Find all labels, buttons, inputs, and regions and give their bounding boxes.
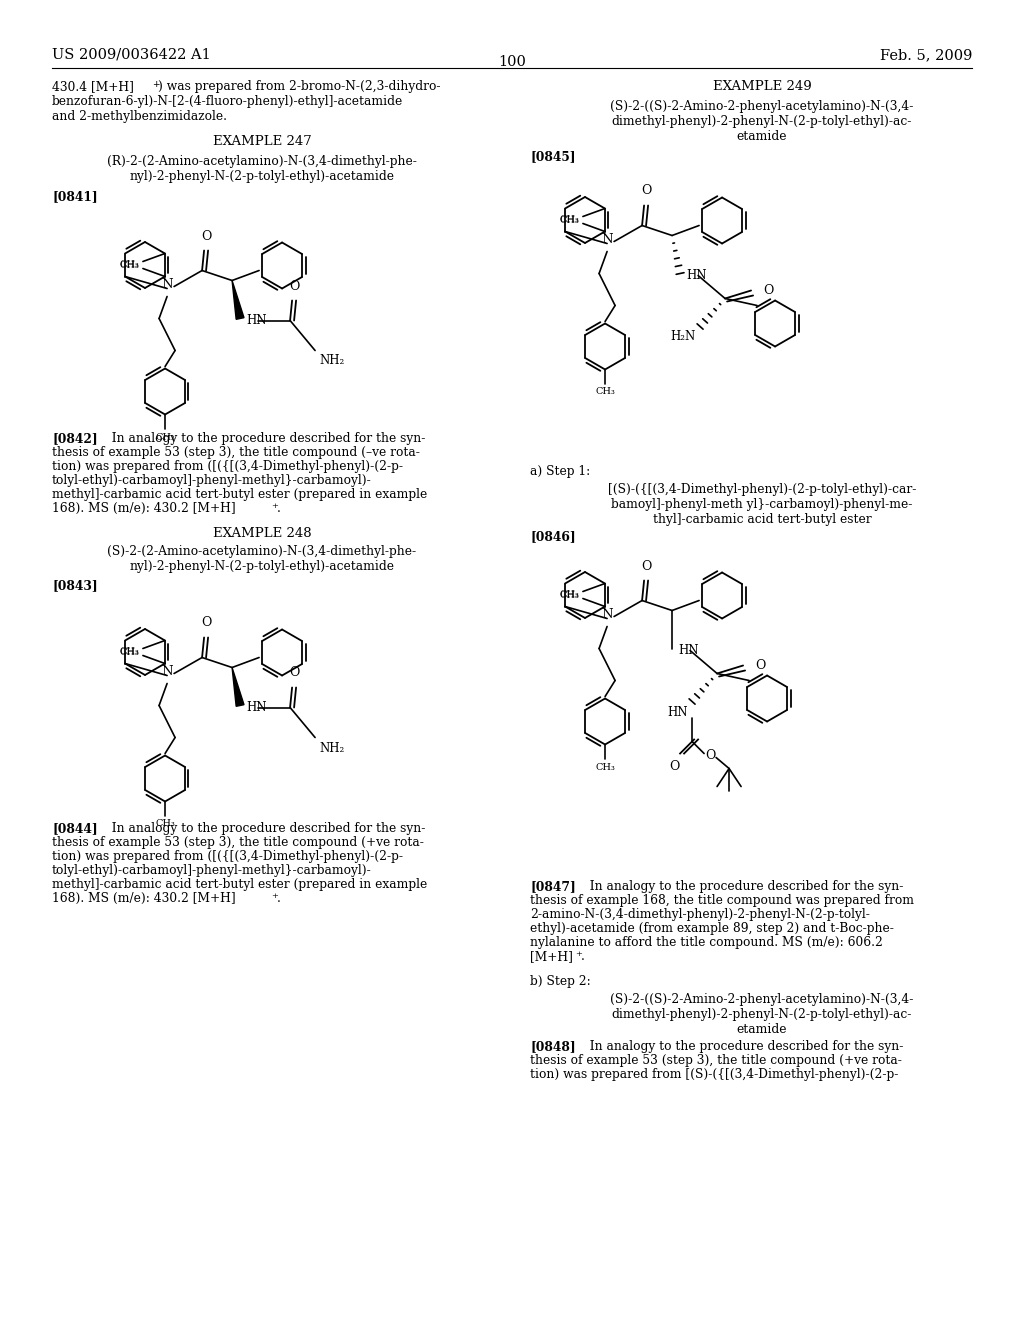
Text: methyl]-carbamic acid tert-butyl ester (prepared in example: methyl]-carbamic acid tert-butyl ester (… <box>52 878 427 891</box>
Text: [0844]: [0844] <box>52 822 97 836</box>
Text: +: + <box>152 81 160 88</box>
Text: HN: HN <box>678 644 698 657</box>
Text: HN: HN <box>686 269 707 282</box>
Text: (S)-2-((S)-2-Amino-2-phenyl-acetylamino)-N-(3,4-: (S)-2-((S)-2-Amino-2-phenyl-acetylamino)… <box>610 100 913 114</box>
Text: EXAMPLE 249: EXAMPLE 249 <box>713 81 811 92</box>
Text: CH₃: CH₃ <box>559 590 579 599</box>
Text: [0846]: [0846] <box>530 531 575 543</box>
Text: +: + <box>271 892 278 900</box>
Text: (R)-2-(2-Amino-acetylamino)-N-(3,4-dimethyl-phe-: (R)-2-(2-Amino-acetylamino)-N-(3,4-dimet… <box>108 154 417 168</box>
Text: thesis of example 53 (step 3), the title compound (–ve rota-: thesis of example 53 (step 3), the title… <box>52 446 420 459</box>
Text: [M+H]: [M+H] <box>530 950 572 964</box>
Text: .: . <box>278 892 281 906</box>
Text: [0847]: [0847] <box>530 880 575 894</box>
Text: O: O <box>763 284 773 297</box>
Text: O: O <box>641 185 651 198</box>
Text: thyl]-carbamic acid tert-butyl ester: thyl]-carbamic acid tert-butyl ester <box>652 513 871 525</box>
Text: nylalanine to afford the title compound. MS (m/e): 606.2: nylalanine to afford the title compound.… <box>530 936 883 949</box>
Text: etamide: etamide <box>736 1023 787 1036</box>
Text: 100: 100 <box>498 55 526 69</box>
Text: [(S)-({[(3,4-Dimethyl-phenyl)-(2-p-tolyl-ethyl)-car-: [(S)-({[(3,4-Dimethyl-phenyl)-(2-p-tolyl… <box>608 483 916 496</box>
Text: Feb. 5, 2009: Feb. 5, 2009 <box>880 48 972 62</box>
Text: tion) was prepared from ([({[(3,4-Dimethyl-phenyl)-(2-p-: tion) was prepared from ([({[(3,4-Dimeth… <box>52 459 403 473</box>
Text: tolyl-ethyl)-carbamoyl]-phenyl-methyl}-carbamoyl)-: tolyl-ethyl)-carbamoyl]-phenyl-methyl}-c… <box>52 865 372 876</box>
Text: 168). MS (m/e): 430.2 [M+H]: 168). MS (m/e): 430.2 [M+H] <box>52 502 236 515</box>
Text: .: . <box>581 950 585 964</box>
Text: N: N <box>601 234 613 246</box>
Text: tion) was prepared from [(S)-({[(3,4-Dimethyl-phenyl)-(2-p-: tion) was prepared from [(S)-({[(3,4-Dim… <box>530 1068 898 1081</box>
Text: thesis of example 53 (step 3), the title compound (+ve rota-: thesis of example 53 (step 3), the title… <box>52 836 424 849</box>
Text: CH₃: CH₃ <box>595 388 615 396</box>
Text: EXAMPLE 247: EXAMPLE 247 <box>213 135 311 148</box>
Text: CH₃: CH₃ <box>156 820 175 829</box>
Text: O: O <box>705 748 716 762</box>
Text: In analogy to the procedure described for the syn-: In analogy to the procedure described fo… <box>582 880 903 894</box>
Text: 168). MS (m/e): 430.2 [M+H]: 168). MS (m/e): 430.2 [M+H] <box>52 892 236 906</box>
Text: b) Step 2:: b) Step 2: <box>530 975 591 987</box>
Text: dimethyl-phenyl)-2-phenyl-N-(2-p-tolyl-ethyl)-ac-: dimethyl-phenyl)-2-phenyl-N-(2-p-tolyl-e… <box>611 1008 912 1020</box>
Text: CH₃: CH₃ <box>595 763 615 771</box>
Text: O: O <box>641 560 651 573</box>
Text: (S)-2-(2-Amino-acetylamino)-N-(3,4-dimethyl-phe-: (S)-2-(2-Amino-acetylamino)-N-(3,4-dimet… <box>108 545 417 558</box>
Polygon shape <box>232 668 244 706</box>
Text: tion) was prepared from ([({[(3,4-Dimethyl-phenyl)-(2-p-: tion) was prepared from ([({[(3,4-Dimeth… <box>52 850 403 863</box>
Text: N: N <box>601 609 613 620</box>
Text: N: N <box>161 665 173 678</box>
Text: HN: HN <box>668 705 688 718</box>
Text: EXAMPLE 248: EXAMPLE 248 <box>213 527 311 540</box>
Text: methyl]-carbamic acid tert-butyl ester (prepared in example: methyl]-carbamic acid tert-butyl ester (… <box>52 488 427 502</box>
Text: and 2-methylbenzimidazole.: and 2-methylbenzimidazole. <box>52 110 227 123</box>
Text: O: O <box>289 280 299 293</box>
Text: bamoyl]-phenyl-meth yl}-carbamoyl)-phenyl-me-: bamoyl]-phenyl-meth yl}-carbamoyl)-pheny… <box>611 498 912 511</box>
Text: CH₃: CH₃ <box>119 648 139 657</box>
Text: +: + <box>575 950 582 958</box>
Text: HN: HN <box>246 314 266 327</box>
Text: [0843]: [0843] <box>52 579 97 591</box>
Text: +: + <box>271 502 278 510</box>
Text: NH₂: NH₂ <box>319 742 344 755</box>
Text: a) Step 1:: a) Step 1: <box>530 465 590 478</box>
Text: nyl)-2-phenyl-N-(2-p-tolyl-ethyl)-acetamide: nyl)-2-phenyl-N-(2-p-tolyl-ethyl)-acetam… <box>129 560 394 573</box>
Text: etamide: etamide <box>736 129 787 143</box>
Text: In analogy to the procedure described for the syn-: In analogy to the procedure described fo… <box>104 822 425 836</box>
Text: N: N <box>161 279 173 290</box>
Text: CH₃: CH₃ <box>119 647 139 656</box>
Text: CH₃: CH₃ <box>156 433 175 441</box>
Text: O: O <box>289 667 299 680</box>
Polygon shape <box>232 281 244 319</box>
Text: O: O <box>201 230 211 243</box>
Text: 2-amino-N-(3,4-dimethyl-phenyl)-2-phenyl-N-(2-p-tolyl-: 2-amino-N-(3,4-dimethyl-phenyl)-2-phenyl… <box>530 908 869 921</box>
Text: ) was prepared from 2-bromo-N-(2,3-dihydro-: ) was prepared from 2-bromo-N-(2,3-dihyd… <box>158 81 440 92</box>
Text: HN: HN <box>246 701 266 714</box>
Text: US 2009/0036422 A1: US 2009/0036422 A1 <box>52 48 211 62</box>
Text: In analogy to the procedure described for the syn-: In analogy to the procedure described fo… <box>582 1040 903 1053</box>
Text: NH₂: NH₂ <box>319 355 344 367</box>
Text: CH₃: CH₃ <box>119 261 139 271</box>
Text: [0842]: [0842] <box>52 432 97 445</box>
Text: .: . <box>278 502 281 515</box>
Text: CH₃: CH₃ <box>559 591 579 601</box>
Text: thesis of example 53 (step 3), the title compound (+ve rota-: thesis of example 53 (step 3), the title… <box>530 1053 902 1067</box>
Text: O: O <box>201 616 211 630</box>
Text: benzofuran-6-yl)-N-[2-(4-fluoro-phenyl)-ethyl]-acetamide: benzofuran-6-yl)-N-[2-(4-fluoro-phenyl)-… <box>52 95 403 108</box>
Text: 430.4 [M+H]: 430.4 [M+H] <box>52 81 134 92</box>
Text: tolyl-ethyl)-carbamoyl]-phenyl-methyl}-carbamoyl)-: tolyl-ethyl)-carbamoyl]-phenyl-methyl}-c… <box>52 474 372 487</box>
Text: dimethyl-phenyl)-2-phenyl-N-(2-p-tolyl-ethyl)-ac-: dimethyl-phenyl)-2-phenyl-N-(2-p-tolyl-e… <box>611 115 912 128</box>
Text: CH₃: CH₃ <box>119 260 139 269</box>
Text: (S)-2-((S)-2-Amino-2-phenyl-acetylamino)-N-(3,4-: (S)-2-((S)-2-Amino-2-phenyl-acetylamino)… <box>610 993 913 1006</box>
Text: ethyl)-acetamide (from example 89, step 2) and t-Boc-phe-: ethyl)-acetamide (from example 89, step … <box>530 921 894 935</box>
Text: H₂N: H₂N <box>671 330 696 343</box>
Text: nyl)-2-phenyl-N-(2-p-tolyl-ethyl)-acetamide: nyl)-2-phenyl-N-(2-p-tolyl-ethyl)-acetam… <box>129 170 394 183</box>
Text: [0848]: [0848] <box>530 1040 575 1053</box>
Text: CH₃: CH₃ <box>559 216 579 224</box>
Text: thesis of example 168, the title compound was prepared from: thesis of example 168, the title compoun… <box>530 894 914 907</box>
Text: In analogy to the procedure described for the syn-: In analogy to the procedure described fo… <box>104 432 425 445</box>
Text: [0845]: [0845] <box>530 150 575 162</box>
Text: O: O <box>669 759 679 772</box>
Text: O: O <box>755 659 766 672</box>
Text: [0841]: [0841] <box>52 190 97 203</box>
Text: CH₃: CH₃ <box>559 215 579 224</box>
